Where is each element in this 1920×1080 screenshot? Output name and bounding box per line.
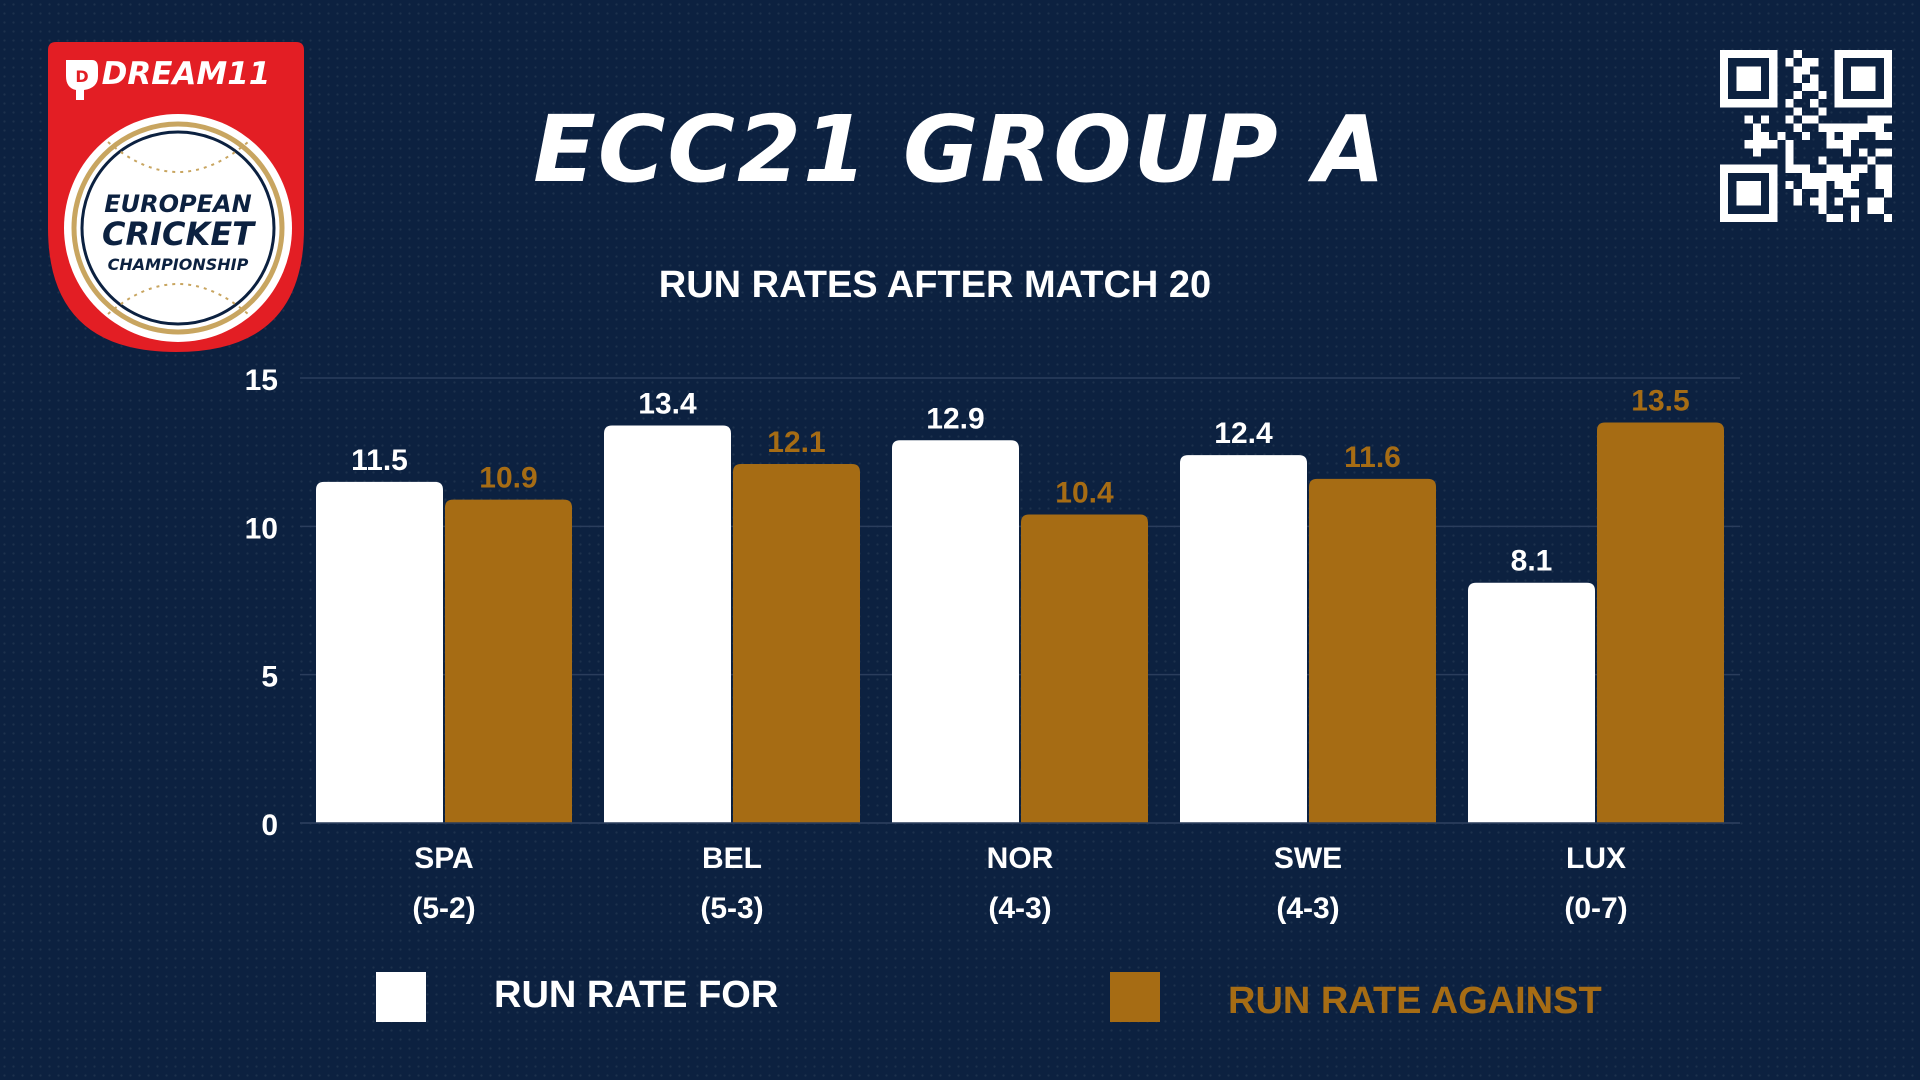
y-tick-label: 15 bbox=[245, 364, 278, 397]
legend-swatch-for bbox=[376, 972, 426, 1022]
qr-code-icon bbox=[1720, 50, 1892, 222]
bar-run-rate-against bbox=[1309, 478, 1436, 823]
y-tick-label: 5 bbox=[261, 661, 278, 694]
x-tick-record: (5-3) bbox=[700, 892, 763, 925]
y-tick-label: 10 bbox=[245, 512, 278, 545]
bar-run-rate-against bbox=[1021, 514, 1148, 823]
bar-run-rate-against bbox=[445, 499, 572, 823]
data-label: 12.9 bbox=[926, 402, 984, 435]
x-tick-record: (4-3) bbox=[988, 892, 1051, 925]
data-label: 11.6 bbox=[1344, 441, 1401, 474]
legend-label-for: RUN RATE FOR bbox=[494, 974, 779, 1016]
data-label: 8.1 bbox=[1511, 545, 1553, 578]
dream11-d-icon: D bbox=[66, 60, 98, 100]
data-label: 12.4 bbox=[1214, 417, 1273, 450]
data-label: 12.1 bbox=[767, 426, 825, 459]
data-label: 13.4 bbox=[638, 387, 697, 420]
data-label: 11.5 bbox=[351, 444, 408, 477]
x-tick-label: BEL bbox=[702, 842, 762, 875]
x-tick-record: (5-2) bbox=[412, 892, 475, 925]
x-tick-label: NOR bbox=[987, 842, 1054, 875]
bar-run-rate-against bbox=[1597, 422, 1724, 823]
legend-label-against: RUN RATE AGAINST bbox=[1228, 980, 1602, 1022]
bar-run-rate-for bbox=[892, 440, 1019, 823]
page-title: ECC21 GROUP A bbox=[533, 96, 1387, 203]
x-tick-record: (4-3) bbox=[1276, 892, 1339, 925]
x-tick-label: SPA bbox=[414, 842, 473, 875]
logo-line-championship: CHAMPIONSHIP bbox=[108, 255, 249, 274]
logo-sponsor-text: DREAM11 bbox=[102, 56, 271, 92]
bar-run-rate-for bbox=[1468, 582, 1595, 823]
data-label: 10.4 bbox=[1055, 476, 1114, 509]
x-tick-label: SWE bbox=[1274, 842, 1342, 875]
svg-text:D: D bbox=[75, 67, 88, 86]
chart-subtitle: RUN RATES AFTER MATCH 20 bbox=[658, 264, 1212, 306]
x-tick-record: (0-7) bbox=[1564, 892, 1627, 925]
logo-line-cricket: CRICKET bbox=[102, 215, 256, 253]
y-tick-label: 0 bbox=[261, 809, 278, 842]
ecc-logo: DREAM11 D EUROPEAN CRICKET CHAMPIONSHIP bbox=[48, 42, 304, 352]
x-tick-label: LUX bbox=[1566, 842, 1626, 875]
bar-run-rate-against bbox=[733, 464, 860, 823]
bar-run-rate-for bbox=[316, 481, 443, 823]
data-label: 13.5 bbox=[1631, 385, 1689, 418]
data-label: 10.9 bbox=[479, 462, 537, 495]
bar-run-rate-for bbox=[1180, 455, 1307, 823]
legend-swatch-against bbox=[1110, 972, 1160, 1022]
logo-line-european: EUROPEAN bbox=[104, 190, 251, 218]
bar-run-rate-for bbox=[604, 425, 731, 823]
